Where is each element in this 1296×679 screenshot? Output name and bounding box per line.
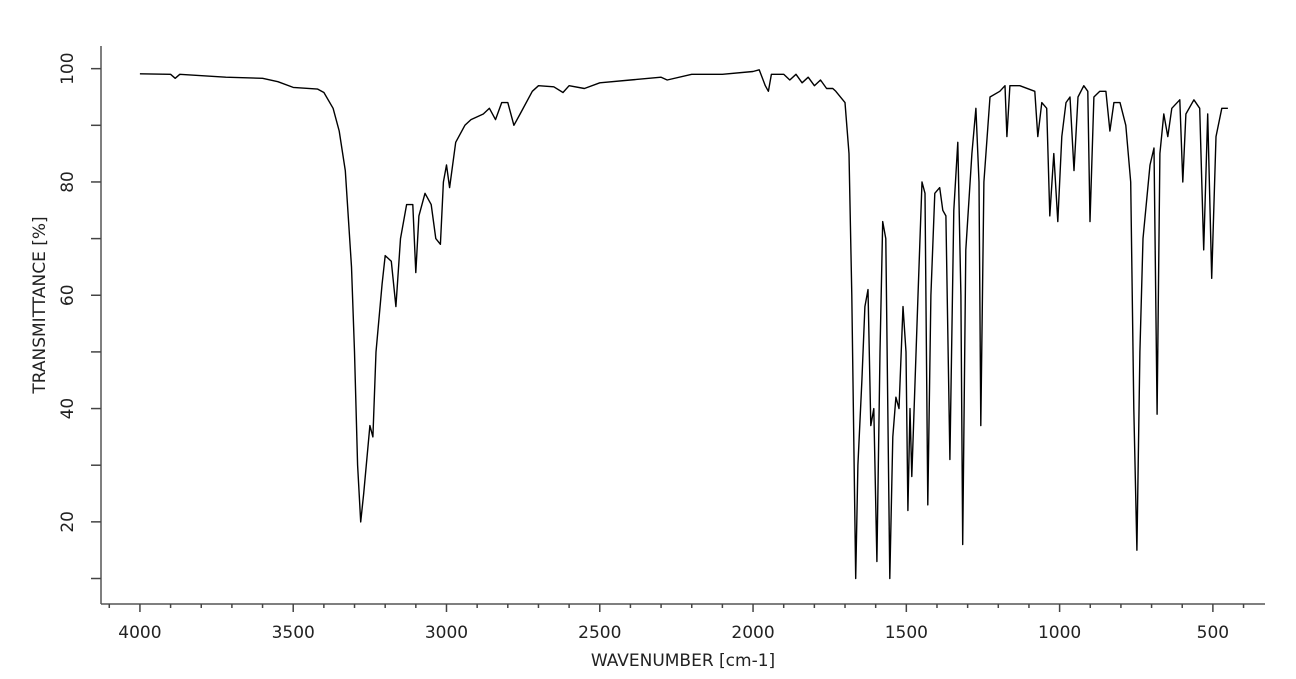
- x-tick-label: 2000: [731, 623, 774, 643]
- x-tick-label: 500: [1197, 623, 1229, 643]
- x-tick-label: 3000: [425, 623, 468, 643]
- x-tick-label: 1500: [885, 623, 928, 643]
- x-axis-label: WAVENUMBER [cm-1]: [591, 651, 775, 671]
- x-tick-label: 2500: [578, 623, 621, 643]
- spectrum-line: [139, 69, 1228, 580]
- x-tick-label: 1000: [1038, 623, 1081, 643]
- x-tick-label: 3500: [272, 623, 315, 643]
- y-axis-label: TRANSMITTANCE [%]: [30, 216, 50, 394]
- y-tick-label: 60: [58, 284, 78, 306]
- x-tick-label: 4000: [118, 623, 161, 643]
- y-tick-label: 40: [58, 398, 78, 420]
- y-tick-label: 100: [58, 52, 78, 84]
- y-tick-label: 80: [58, 171, 78, 193]
- y-tick-label: 20: [58, 511, 78, 533]
